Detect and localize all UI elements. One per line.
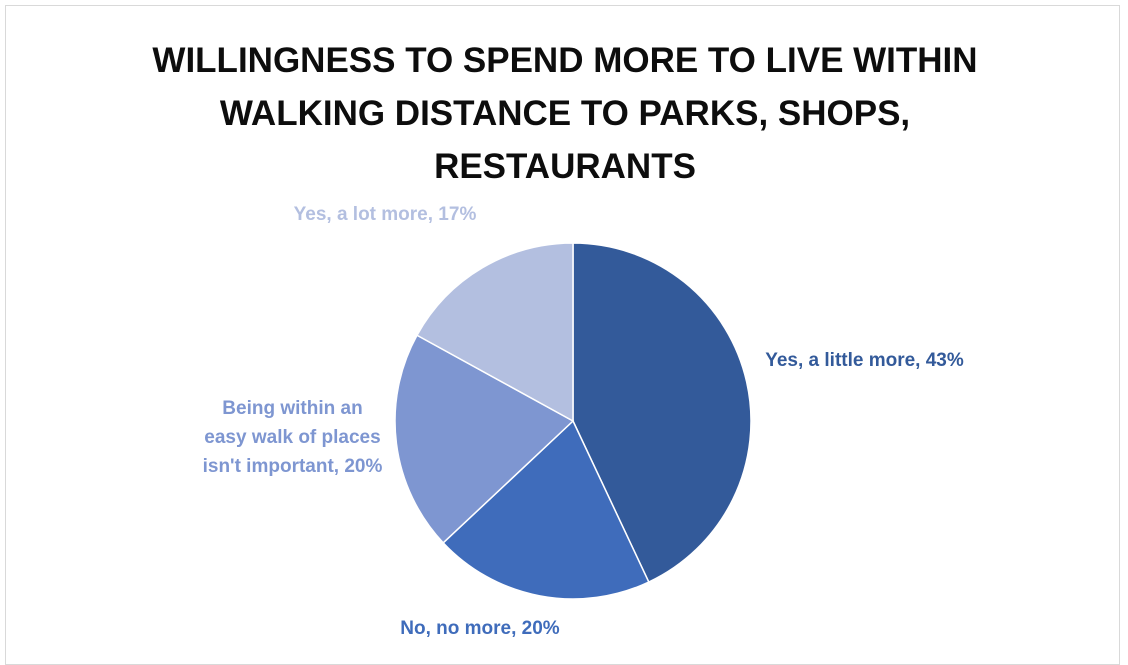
data-label-yes-a-little-more: Yes, a little more, 43% (765, 350, 964, 371)
data-label-no-no-more: No, no more, 20% (400, 618, 560, 639)
data-label-not-important: Being within an easy walk of places isn'… (202, 398, 383, 477)
slice-yes-a-little-more (572, 242, 752, 584)
chart-title: WILLINGNESS TO SPEND MORE TO LIVE WITHIN… (152, 41, 978, 186)
slice-not-important (394, 334, 575, 544)
slice-no-no-more (442, 419, 650, 600)
slice-yes-a-lot-more (416, 242, 574, 423)
data-label-yes-a-lot-more: Yes, a lot more, 17% (293, 204, 477, 225)
pie-chart (394, 242, 752, 600)
